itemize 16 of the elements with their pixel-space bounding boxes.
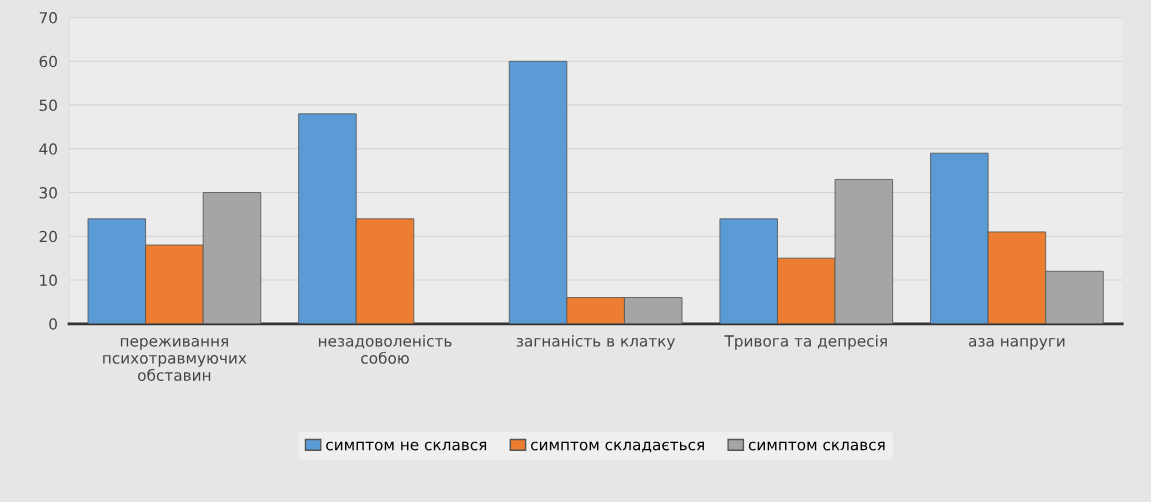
y-tick-label: 50 xyxy=(39,99,57,112)
x-tick-label: незадоволеність собою xyxy=(318,334,452,364)
legend-label: симптом склався xyxy=(748,441,885,451)
legend-label: симптом не склався xyxy=(326,441,487,451)
y-tick-label: 30 xyxy=(39,187,57,199)
x-tick-label: переживання психотравмуючих обставин xyxy=(103,337,247,381)
y-tick-label: 40 xyxy=(39,143,57,155)
y-tick-label: 60 xyxy=(39,55,57,68)
y-tick-label: 20 xyxy=(39,230,57,243)
x-tick-label: аза напруги xyxy=(968,337,1065,350)
x-tick-label: загнаність в клатку xyxy=(516,334,676,350)
legend-label: симптом складається xyxy=(531,441,704,453)
y-tick-label: 70 xyxy=(39,12,57,24)
y-tick-label: 0 xyxy=(49,318,57,330)
x-tick-label: Тривога та депресія xyxy=(724,334,887,350)
y-tick-label: 10 xyxy=(40,274,57,287)
